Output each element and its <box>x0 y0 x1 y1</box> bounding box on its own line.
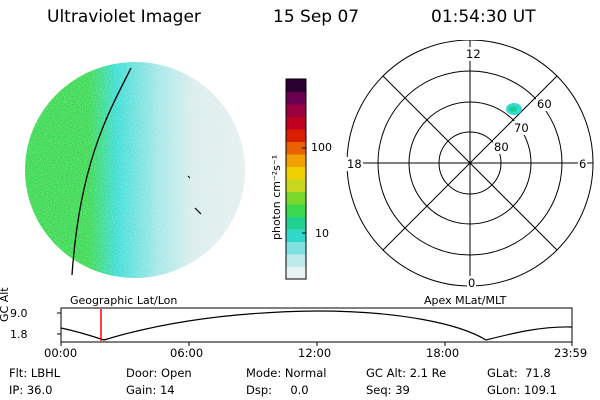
alt-xtick-2: 12:00 <box>298 346 332 360</box>
left-panel-caption: Geographic Lat/Lon <box>70 294 178 307</box>
colorbar-cell <box>286 191 306 205</box>
altitude-curve <box>60 310 573 341</box>
status-ip: IP: 36.0 <box>9 383 53 397</box>
alt-xtick-4: 23:59 <box>554 346 588 360</box>
polar-plot <box>346 40 594 287</box>
status-flt: Flt: LBHL <box>9 366 61 380</box>
mlt-label-18: 18 <box>346 157 363 171</box>
mlt-label-0: 0 <box>467 276 477 290</box>
status-mode: Mode: Normal <box>246 366 327 380</box>
mlat-label-80: 80 <box>493 140 510 154</box>
status-glon: GLon: 109.1 <box>487 383 557 397</box>
colorbar-cell <box>286 141 306 155</box>
colorbar-cell <box>286 229 306 242</box>
status-door: Door: Open <box>126 366 192 380</box>
status-seq: Seq: 39 <box>366 383 410 397</box>
colorbar-cell <box>286 216 306 230</box>
alt-ylabel: GC Alt <box>0 287 11 322</box>
mlat-label-60: 60 <box>536 97 553 111</box>
status-dsp: Dsp: 0.0 <box>246 383 309 397</box>
colorbar-cell <box>286 254 306 267</box>
colorbar-cell <box>286 179 306 192</box>
status-gc-alt: GC Alt: 2.1 Re <box>366 366 447 380</box>
mlt-label-6: 6 <box>578 157 588 171</box>
alt-xtick-0: 00:00 <box>44 346 78 360</box>
alt-ytick-9: 9.0 <box>10 307 28 320</box>
status-gain: Gain: 14 <box>126 383 175 397</box>
alt-ytick-1-8: 1.8 <box>10 328 28 341</box>
colorbar-cell <box>286 166 306 180</box>
colorbar-cell <box>286 129 306 142</box>
colorbar-cell <box>286 79 306 92</box>
colorbar-cell <box>286 104 306 117</box>
mlat-label-70: 70 <box>513 121 530 135</box>
colorbar-cell <box>286 91 306 105</box>
colorbar-cell <box>286 204 306 217</box>
colorbar-cell <box>286 116 306 130</box>
alt-xtick-1: 06:00 <box>170 346 204 360</box>
polar-panel-caption: Apex MLat/MLT <box>424 294 507 307</box>
terminator-line <box>71 67 132 276</box>
alt-xtick-3: 18:00 <box>426 346 460 360</box>
date-label: 15 Sep 07 <box>273 7 360 27</box>
globe-image <box>25 62 245 278</box>
colorbar-tick-100: 100 <box>311 141 332 154</box>
time-label: 01:54:30 UT <box>431 7 536 27</box>
aurora-spot <box>506 103 522 115</box>
status-glat: GLat: 71.8 <box>487 366 551 380</box>
mlt-label-12: 12 <box>465 47 482 61</box>
instrument-title: Ultraviolet Imager <box>47 7 201 27</box>
colorbar-cell <box>286 241 306 255</box>
altitude-plot <box>57 307 573 346</box>
colorbar-cell <box>286 266 306 280</box>
colorbar-unit-label: photon cm⁻²s⁻¹ <box>270 154 283 240</box>
colorbar-tick-10: 10 <box>315 227 329 240</box>
colorbar <box>285 78 307 280</box>
colorbar-cell <box>286 154 306 167</box>
